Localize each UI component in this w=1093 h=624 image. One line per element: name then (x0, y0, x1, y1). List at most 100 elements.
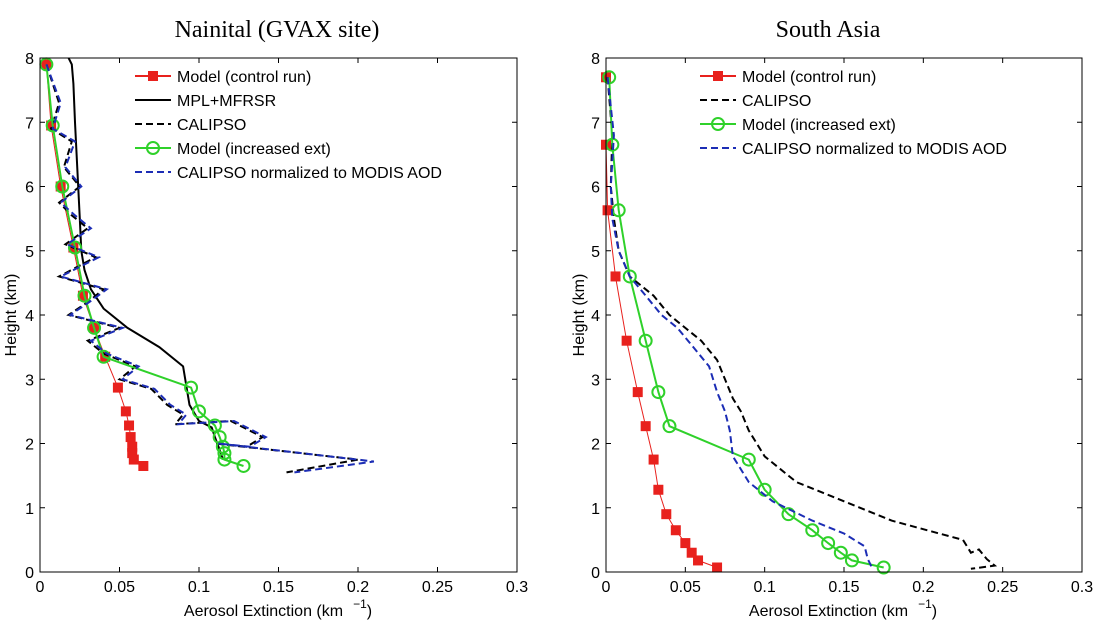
x-axis-label-main: Aerosol Extinction (km (184, 603, 343, 620)
x-axis-label-close: ) (932, 603, 937, 620)
point-model-increased-ext (77, 288, 92, 303)
plot-frame (605, 57, 1083, 573)
point-model-increased-ext (55, 179, 70, 194)
point-model-control-run (46, 120, 57, 131)
x-tick-label: 0.05 (104, 579, 135, 596)
y-axis-label: Height (km) (3, 274, 20, 357)
x-tick-label: 0.15 (263, 579, 294, 596)
point-model-increased-ext (215, 439, 230, 454)
point-model-increased-ext (622, 269, 637, 284)
point-model-increased-ext (217, 446, 232, 461)
point-model-increased-ext (638, 333, 653, 348)
x-axis-label-main: Aerosol Extinction (km (749, 603, 908, 620)
y-axis-label: Height (km) (571, 274, 588, 357)
x-axis-label-close: ) (367, 603, 372, 620)
point-model-control-run (661, 509, 672, 520)
plot-marks (39, 57, 375, 474)
axis-ticks: 0 0.05 0.1 0.15 0.2 0.25 0.3 0 1 2 3 4 5 6 7 8 (591, 51, 1093, 596)
y-tick-label: 5 (591, 244, 600, 261)
point-model-increased-ext (184, 380, 199, 395)
point-model-control-run (680, 538, 691, 549)
legend-label-model-increased-ext: Model (increased ext) (742, 117, 896, 134)
chart-title: Nainital (GVAX site) (175, 17, 380, 43)
x-tick-label: 0.1 (754, 579, 776, 596)
x-tick-label: 0.3 (1071, 579, 1093, 596)
x-axis-label-exponent: −1 (918, 597, 932, 611)
legend: Model (control run) CALIPSO Model (increas… (700, 69, 1007, 158)
series-line-model-control-run (45, 64, 144, 467)
x-tick-label: 0.2 (347, 579, 369, 596)
point-model-control-run (653, 484, 664, 495)
point-model-control-run (124, 420, 135, 431)
y-tick-label: 2 (591, 437, 600, 454)
legend-label-model-control-run: Model (control run) (177, 69, 311, 86)
y-tick-label: 4 (25, 308, 34, 325)
point-model-control-run (112, 382, 123, 393)
point-model-control-run (127, 448, 138, 459)
x-tick-label: 0.1 (188, 579, 210, 596)
y-tick-label: 1 (591, 501, 600, 518)
point-model-control-run (120, 406, 131, 417)
legend-label-calipso: CALIPSO (177, 117, 246, 134)
legend-marker-model-increased-ext (146, 141, 160, 155)
y-tick-label: 7 (25, 115, 34, 132)
x-axis-label-exponent: −1 (353, 597, 367, 611)
point-model-increased-ext (805, 523, 820, 538)
point-model-increased-ext (236, 458, 251, 473)
y-tick-label: 0 (25, 565, 34, 582)
series-line-calipso (45, 64, 359, 474)
x-tick-label: 0.05 (670, 579, 701, 596)
x-tick-label: 0.25 (422, 579, 453, 596)
x-tick-label: 0.15 (828, 579, 859, 596)
y-tick-label: 7 (591, 115, 600, 132)
point-model-control-run (602, 205, 613, 216)
x-tick-label: 0 (602, 579, 611, 596)
point-model-increased-ext (821, 536, 836, 551)
chart-south-asia: South Asia Height (km) Aerosol Extinctio… (571, 17, 1093, 620)
point-model-control-run (138, 460, 149, 471)
point-model-increased-ext (741, 452, 756, 467)
x-tick-label: 0.25 (987, 579, 1018, 596)
point-model-increased-ext (833, 545, 848, 560)
chart-title: South Asia (776, 17, 881, 43)
point-model-control-run (128, 454, 139, 465)
y-tick-label: 5 (25, 244, 34, 261)
y-tick-label: 3 (591, 372, 600, 389)
axis-ticks: 0 0.05 0.1 0.15 0.2 0.25 0.3 0 1 2 3 4 5 6 7 8 (25, 51, 528, 596)
x-tick-label: 0 (36, 579, 45, 596)
x-tick-label: 0.2 (912, 579, 934, 596)
point-model-control-run (610, 271, 621, 282)
point-model-increased-ext (67, 240, 82, 255)
series-line-mpl-mfrsr (67, 57, 224, 460)
plot-marks (601, 70, 998, 575)
x-axis-label: Aerosol Extinction (km −1) (184, 597, 372, 620)
y-tick-label: 0 (591, 565, 600, 582)
point-model-increased-ext (651, 385, 666, 400)
series-line-calipso-normalized-to-modis-aod (606, 77, 874, 570)
legend-marker-model-control-run (148, 71, 158, 81)
point-model-control-run (125, 432, 136, 443)
point-model-control-run (686, 547, 697, 558)
legend: Model (control run) MPL+MFRSR CALIPSO Model… (135, 69, 442, 182)
point-model-increased-ext (844, 553, 859, 568)
point-model-control-run (648, 454, 659, 465)
x-tick-label: 0.3 (506, 579, 528, 596)
y-tick-label: 1 (25, 501, 34, 518)
point-model-increased-ext (192, 404, 206, 419)
y-tick-label: 6 (591, 180, 600, 197)
point-model-increased-ext (96, 349, 111, 364)
x-axis-label: Aerosol Extinction (km −1) (749, 597, 937, 620)
chart-nainital: Nainital (GVAX site) Height (km) Aerosol… (3, 17, 528, 620)
legend-label-calipso: CALIPSO (742, 93, 811, 110)
point-model-increased-ext (217, 452, 232, 467)
point-model-increased-ext (45, 118, 60, 133)
point-model-control-run (127, 441, 138, 452)
point-model-control-run (693, 555, 704, 566)
point-model-increased-ext (876, 560, 891, 575)
point-model-control-run (670, 525, 681, 536)
point-model-control-run (632, 387, 643, 398)
point-model-increased-ext (662, 419, 677, 434)
legend-marker-model-increased-ext (711, 117, 725, 131)
point-model-control-run (77, 290, 88, 301)
